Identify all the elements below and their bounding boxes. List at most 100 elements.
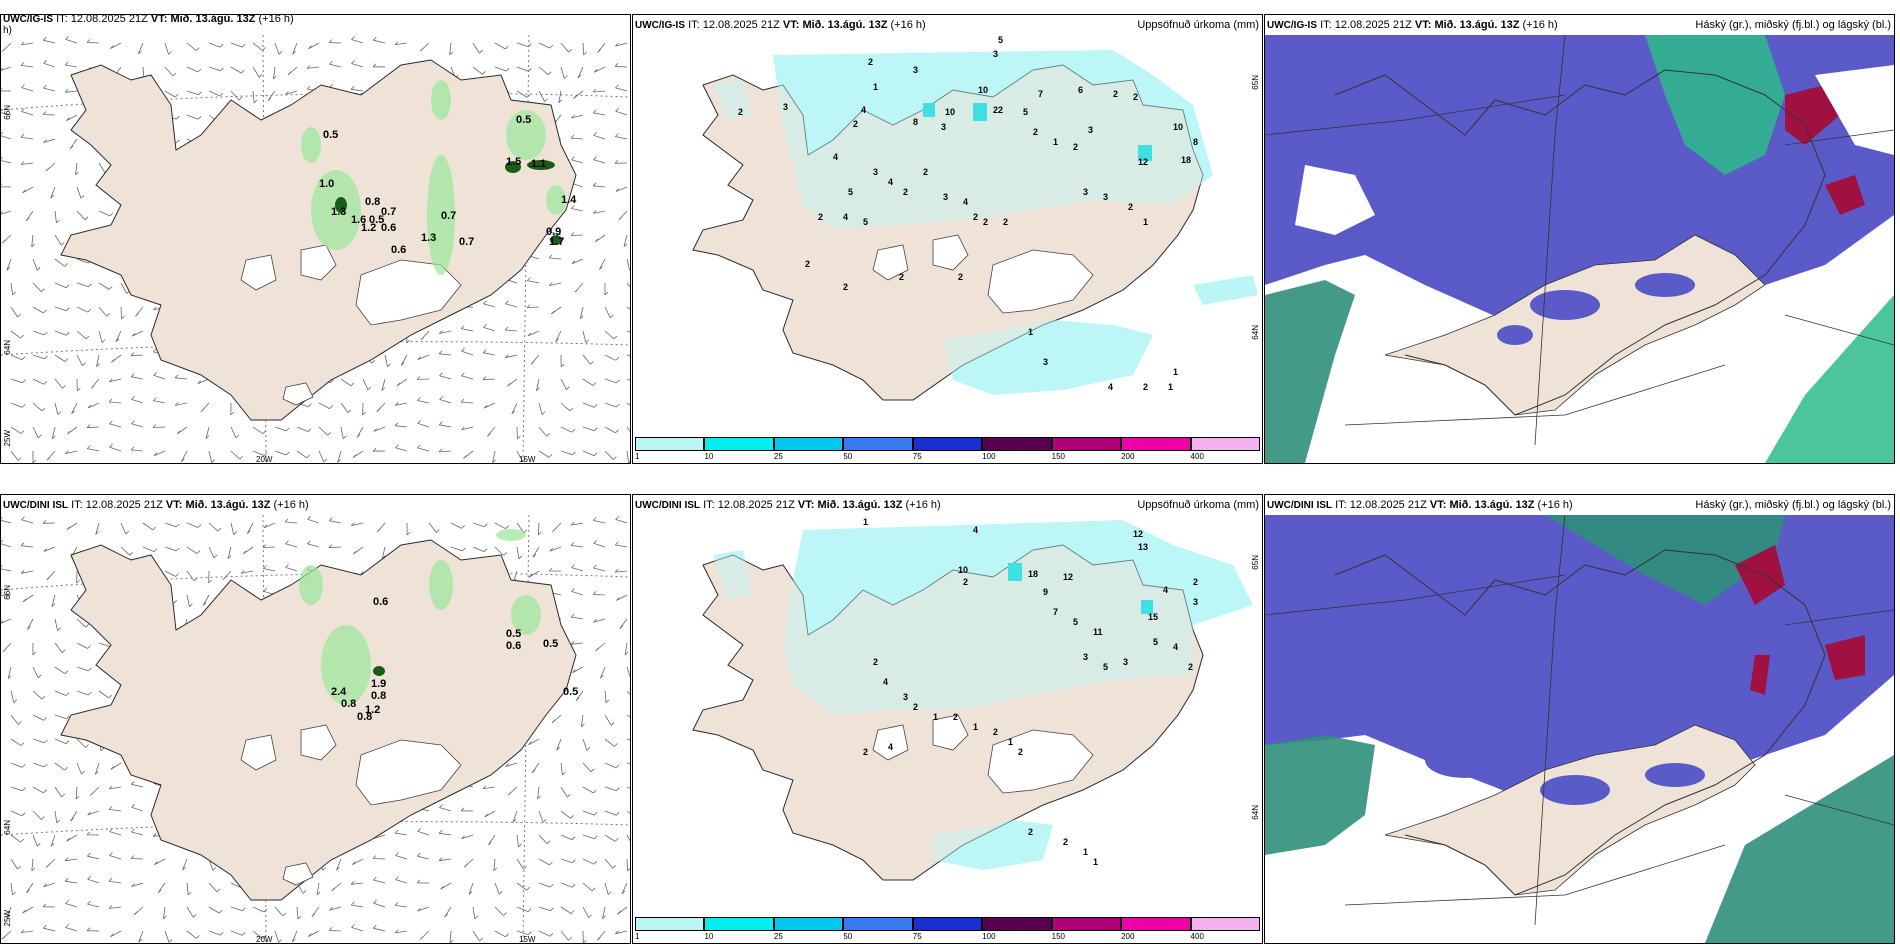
wind-barb <box>54 402 59 415</box>
colorbar-tick: 1 <box>635 932 640 941</box>
wind-barb-flag <box>394 829 399 834</box>
wind-barb-flag <box>517 435 521 440</box>
wind-barb-flag <box>173 600 177 604</box>
wind-barb <box>604 354 616 361</box>
wind-barb <box>10 402 23 408</box>
wind-barb-flag <box>110 45 114 49</box>
wind-barb-flag <box>439 396 443 400</box>
wind-barb-flag <box>593 404 598 408</box>
wind-barb-flag <box>614 63 619 67</box>
map-value-label: 0.7 <box>381 206 396 218</box>
wind-barb-flag <box>86 424 91 428</box>
map-value-label: 1 <box>1168 382 1173 392</box>
wind-barb-flag <box>213 554 218 559</box>
wind-barb-flag <box>235 434 240 439</box>
map-value-label: 13 <box>1138 542 1148 552</box>
wind-barb-flag <box>568 48 572 53</box>
wind-barb <box>352 450 364 458</box>
wind-barb-flag <box>581 723 585 728</box>
wind-barb <box>439 375 452 380</box>
map-value-label: 1.3 <box>331 206 346 218</box>
wind-barb-flag <box>88 667 92 672</box>
wind-barb-flag <box>460 325 465 329</box>
wind-barb-flag <box>308 933 312 937</box>
wind-barb <box>593 112 606 116</box>
wind-barb-flag <box>474 915 479 920</box>
map-value-label: 1 <box>863 517 868 527</box>
wind-barb <box>570 137 584 140</box>
glacier-myrdalsjokull <box>282 862 314 886</box>
map-value-label: 2 <box>923 167 928 177</box>
wind-barb-flag <box>372 63 377 68</box>
wind-barb-flag <box>306 454 311 459</box>
wind-barb-flag <box>43 789 47 794</box>
wind-barb-flag <box>2 48 6 52</box>
wind-barb <box>32 330 45 336</box>
wind-barb <box>582 402 595 408</box>
wind-barb <box>337 450 342 463</box>
map-value-label: 4 <box>973 525 978 535</box>
wind-barb <box>626 786 630 789</box>
wind-barb-flag <box>439 330 443 334</box>
wind-barb-flag <box>37 674 42 679</box>
wind-barb-flag <box>505 933 509 938</box>
wind-barb <box>528 570 540 578</box>
wind-barb-flag <box>85 744 89 748</box>
wind-barb <box>6 258 12 271</box>
wind-barb-flag <box>528 574 533 578</box>
wind-barb <box>577 66 584 79</box>
wind-barb <box>626 330 630 333</box>
wind-barb <box>54 618 58 631</box>
wind-barb <box>21 111 34 116</box>
map-value-label: 3 <box>873 167 878 177</box>
wind-barb <box>51 594 56 607</box>
wind-barb-flag <box>462 547 466 552</box>
wind-barb-flag <box>549 547 554 552</box>
wind-barb-flag <box>550 883 554 888</box>
wind-barb <box>494 546 504 556</box>
wind-barb-flag <box>438 448 443 453</box>
wind-barb <box>604 882 609 895</box>
panel-clouds-ig-is: UWC/IG-IS IT: 12.08.2025 21Z VT: Mið. 13… <box>1264 14 1895 464</box>
wind-barb-flag <box>111 359 115 363</box>
wind-barb-flag <box>444 913 448 918</box>
wind-barb <box>560 762 563 775</box>
wind-barb <box>208 450 213 463</box>
wind-barb <box>66 834 78 842</box>
wind-barb-flag <box>172 72 177 77</box>
wind-barb <box>516 450 523 462</box>
wind-barb <box>75 786 78 800</box>
wind-barb-flag <box>438 830 443 834</box>
wind-barb <box>307 518 320 524</box>
wind-barb-flag <box>247 530 251 534</box>
wind-barb-flag <box>41 407 46 412</box>
wind-barb <box>560 906 572 914</box>
wind-barb-flag <box>518 555 523 560</box>
wind-barb-flag <box>239 455 244 460</box>
wind-barb-flag <box>64 89 69 93</box>
wind-barb-flag <box>101 339 106 343</box>
wind-barb-flag <box>546 840 551 844</box>
map-value-label: 10 <box>978 85 988 95</box>
projection-grid <box>1265 35 1894 446</box>
map-value-label: 0.6 <box>373 596 388 608</box>
wind-barb-flag <box>417 444 421 449</box>
wind-barb-flag <box>109 444 113 448</box>
map-value-label: 4 <box>1163 585 1168 595</box>
wind-barb-flag <box>65 692 70 696</box>
wind-barb <box>395 905 408 908</box>
high-cloud-green-se <box>1705 755 1894 943</box>
map-value-label: 3 <box>783 102 788 112</box>
wind-barb-flag <box>82 362 86 366</box>
colorbar-tick: 75 <box>912 932 922 941</box>
wind-barb-flag <box>573 95 577 99</box>
wind-barb <box>593 520 606 524</box>
wind-barb <box>472 66 483 75</box>
wind-barb-flag <box>22 598 27 603</box>
wind-barb-flag <box>307 428 312 432</box>
map-value-label: 3 <box>943 192 948 202</box>
wind-barb <box>604 762 617 769</box>
wind-barb-flag <box>592 88 597 93</box>
wind-barb-flag <box>75 795 80 800</box>
wind-barb <box>582 426 595 432</box>
